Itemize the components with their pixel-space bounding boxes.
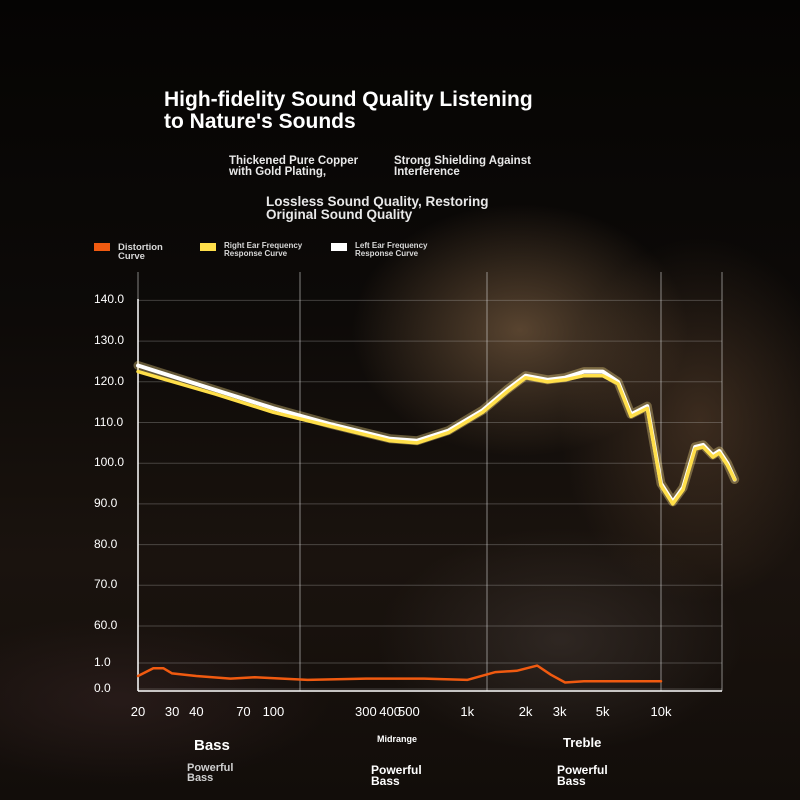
y-tick-label: 100.0 [94,455,125,470]
band-midrange-label: Midrange [377,734,418,744]
y-tick-label: 90.0 [94,495,118,510]
x-tick-label: 3k [552,704,567,719]
x-tick-label: 1k [460,704,475,719]
x-tick-label: 70 [236,704,251,719]
x-tick-label: 40 [189,704,204,719]
legend-swatch-right-ear [200,243,216,251]
y-tick-label: 120.0 [94,373,125,388]
legend-label-right-ear: Right Ear Frequency Response Curve [224,241,303,258]
right-ear-curve [136,369,737,506]
x-tick-label: 20 [130,704,146,719]
band-bass-note: Powerful Bass [187,762,234,784]
y-tick-label: 140.0 [94,292,125,307]
x-tick-label: 100 [262,704,285,719]
page-title: High-fidelity Sound Quality Listening to… [164,88,533,133]
legend-label-left-ear: Left Ear Frequency Response Curve [355,241,428,258]
x-tick-label: 5k [595,704,610,719]
legend-swatch-left-ear [331,243,347,251]
distortion-curve [136,664,663,684]
feature-shielding: Strong Shielding Against Interference [394,155,531,178]
y-tick-label: 1.0 [94,655,111,669]
x-tick-label: 10k [650,704,672,719]
left-ear-curve [136,363,737,504]
band-bass-label: Bass [194,737,230,754]
y-tick-label: 110.0 [94,414,124,429]
y-tick-label: 130.0 [94,333,125,348]
band-treble-label: Treble [563,735,602,750]
y-tick-label: 70.0 [94,577,118,592]
y-tick-label: 80.0 [94,536,118,551]
feature-copper: Thickened Pure Copper with Gold Plating, [229,155,359,178]
feature-lossless: Lossless Sound Quality, Restoring Origin… [266,194,489,222]
x-tick-label: 30 [164,704,180,719]
x-tick-label: 300 [355,704,377,719]
band-treble-note: Powerful Bass [557,763,608,788]
band-midrange-note: Powerful Bass [371,763,422,788]
x-tick-label: 400 [379,704,401,719]
legend-label-distortion: Distortion Curve [118,242,163,262]
x-tick-label: 2k [518,704,533,719]
legend-swatch-distortion [94,243,110,251]
x-tick-label: 500 [398,704,420,719]
y-tick-label: 60.0 [94,618,118,632]
y-tick-label: 0.0 [94,681,111,695]
